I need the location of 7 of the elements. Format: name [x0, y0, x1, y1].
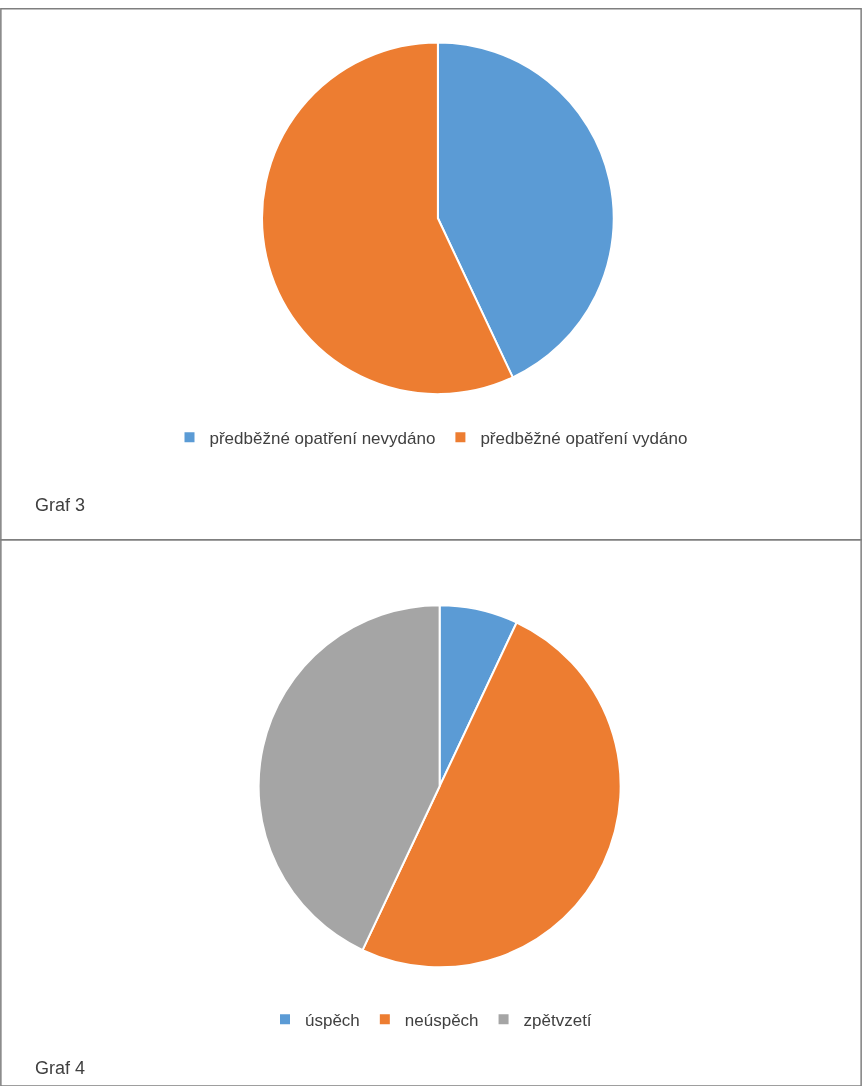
legend-label: zpětvzetí — [523, 1010, 592, 1030]
legend-label: neúspěch — [404, 1010, 479, 1030]
legend-label: předběžné opatření vydáno — [480, 428, 688, 448]
text: Graf 4 — [35, 1058, 86, 1078]
text: Graf 3 — [35, 495, 86, 515]
legend-label: úspěch — [305, 1010, 360, 1030]
legend-label: předběžné opatření nevydáno — [209, 428, 436, 448]
